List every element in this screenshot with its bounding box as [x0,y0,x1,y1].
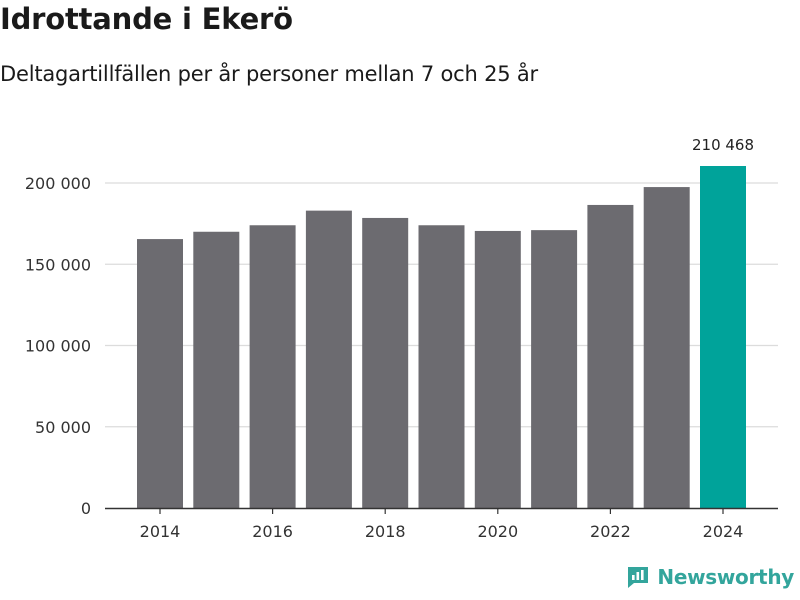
bar-2018 [362,217,409,508]
x-tick-label: 2018 [365,522,406,541]
bar-2017 [305,210,352,508]
bar-2015 [193,231,240,508]
newsworthy-logo-icon [628,567,649,588]
x-tick-label: 2016 [252,522,293,541]
brand-name: Newsworthy [657,565,794,589]
bar-2023 [643,187,690,508]
bar-2016 [249,225,296,509]
bar-2022 [587,204,634,508]
y-tick-label: 50 000 [35,418,91,437]
chart-title: Idrottande i Ekerö [0,2,293,36]
bar-2021 [531,230,578,508]
x-tick-label: 2022 [590,522,631,541]
data-label-2024: 210 468 [692,136,754,154]
x-tick-label: 2020 [477,522,518,541]
y-tick-label: 0 [81,499,91,518]
y-tick-label: 150 000 [25,255,91,274]
y-tick-label: 100 000 [25,337,91,356]
chart-subtitle: Deltagartillfällen per år personer mella… [0,62,538,86]
x-tick-label: 2014 [140,522,181,541]
bar-2014 [137,239,183,509]
y-tick-label: 200 000 [25,174,91,193]
x-tick-label: 2024 [703,522,744,541]
bar-2019 [418,225,465,509]
newsworthy-brand: Newsworthy [625,564,794,590]
bar-2020 [474,230,521,509]
bar-2024 [700,166,746,508]
